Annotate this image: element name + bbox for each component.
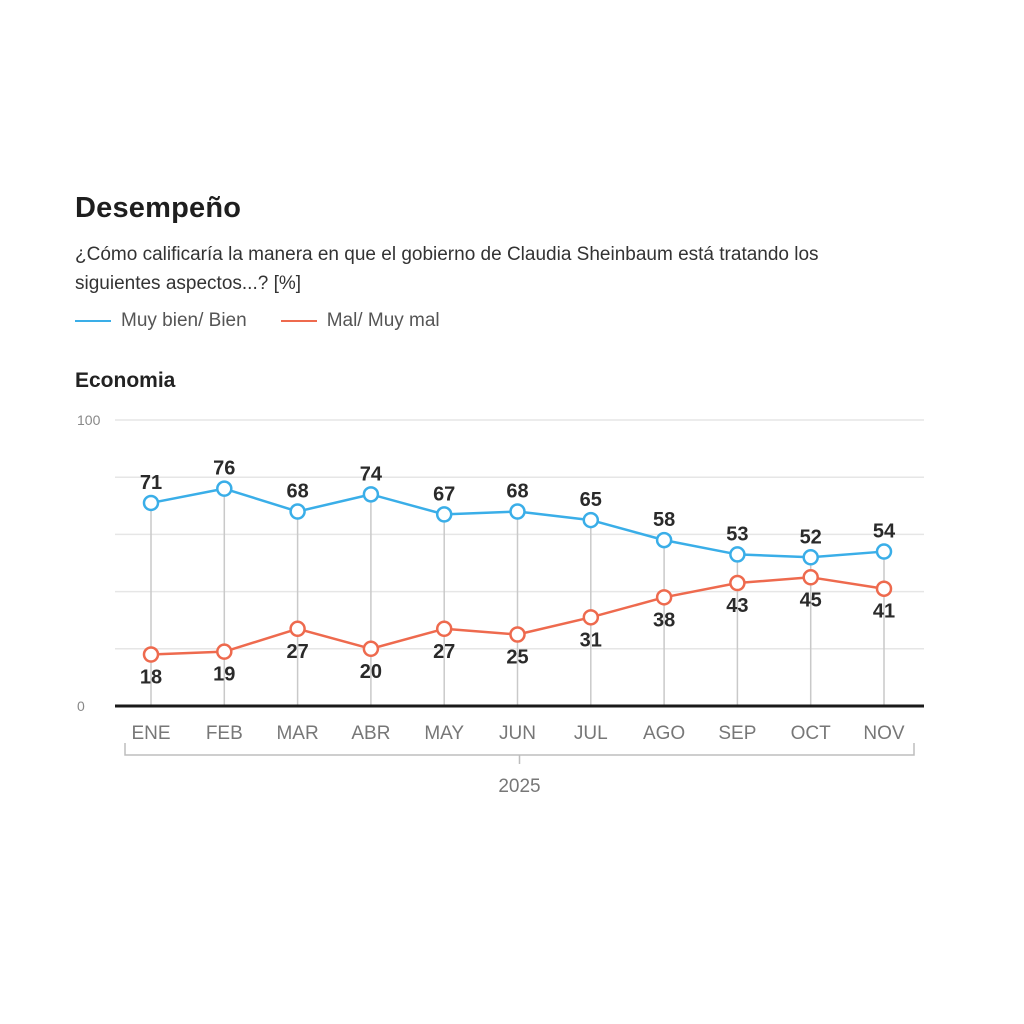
- bracket-line: [124, 743, 915, 756]
- data-point: [362, 486, 380, 503]
- data-point: [582, 609, 600, 626]
- data-point: [729, 546, 746, 563]
- data-point: [362, 640, 380, 658]
- data-label: 74: [360, 463, 383, 485]
- legend-item-muy-bien: Muy bien/ Bien: [75, 310, 247, 332]
- data-point: [582, 511, 600, 529]
- data-label: 38: [653, 609, 675, 631]
- x-tick-label: JUN: [499, 723, 536, 744]
- value-labels: 71 76 68 74 67 68 65 58 53 52 54 18 19 27 20 27 25 31 38 43…: [140, 458, 896, 689]
- x-tick-label: ENE: [131, 723, 170, 744]
- x-tick-label: ABR: [351, 723, 390, 744]
- series-group: [142, 480, 893, 663]
- data-point: [216, 643, 233, 660]
- data-point: [142, 646, 160, 663]
- data-label: 65: [580, 489, 602, 511]
- data-label: 58: [653, 509, 675, 531]
- legend-label: Muy bien/ Bien: [121, 310, 247, 331]
- data-point: [802, 549, 819, 566]
- x-axis-labels: ENE FEB MAR ABR MAY JUN JUL AGO SEP OCT NOV: [131, 723, 904, 744]
- gridlines: [115, 419, 924, 650]
- x-tick-label: AGO: [643, 723, 685, 744]
- legend: Muy bien/ Bien Mal/ Muy mal: [75, 310, 474, 332]
- data-label: 27: [286, 641, 308, 663]
- data-label: 76: [213, 458, 235, 480]
- data-label: 27: [433, 641, 455, 663]
- chart-title: Desempeño: [75, 192, 242, 224]
- data-point: [435, 506, 453, 523]
- data-label: 19: [213, 664, 235, 686]
- data-label: 41: [873, 601, 895, 623]
- data-point: [142, 494, 160, 512]
- data-point: [875, 543, 893, 560]
- x-tick-label: JUL: [574, 723, 608, 744]
- legend-swatch-blue: [75, 320, 111, 322]
- data-label: 20: [360, 661, 382, 683]
- data-label: 53: [726, 523, 748, 545]
- data-point: [509, 503, 526, 520]
- data-label: 71: [140, 472, 162, 494]
- data-label: 68: [286, 481, 308, 503]
- data-point: [875, 580, 893, 597]
- data-label: 67: [433, 483, 455, 505]
- legend-label: Mal/ Muy mal: [326, 310, 440, 331]
- data-label: 25: [506, 647, 528, 669]
- year-label: 2025: [498, 776, 540, 797]
- data-label: 31: [580, 629, 602, 651]
- x-tick-label: NOV: [863, 723, 905, 744]
- data-point: [655, 531, 673, 549]
- data-point: [802, 569, 819, 586]
- panel-title: Economia: [75, 369, 176, 392]
- data-point: [655, 589, 673, 606]
- data-label: 52: [800, 526, 822, 548]
- data-point: [289, 620, 306, 638]
- y-tick-label: 100: [77, 412, 101, 428]
- chart-subtitle: ¿Cómo calificaría la manera en que el go…: [75, 244, 819, 294]
- data-point: [216, 480, 233, 497]
- data-label: 68: [506, 481, 528, 503]
- data-point: [289, 503, 306, 520]
- x-tick-label: MAY: [424, 723, 464, 744]
- y-tick-label: 0: [77, 698, 85, 714]
- y-axis-ticks: 0 100: [77, 412, 101, 714]
- x-tick-label: MAR: [276, 723, 318, 744]
- data-label: 43: [726, 595, 748, 617]
- data-point: [435, 620, 453, 638]
- x-tick-label: SEP: [718, 723, 756, 744]
- data-point: [729, 574, 746, 592]
- data-point: [509, 626, 526, 643]
- legend-swatch-red: [280, 320, 317, 322]
- legend-item-mal: Mal/ Muy mal: [280, 310, 440, 332]
- x-tick-label: FEB: [206, 723, 243, 744]
- data-label: 18: [140, 667, 162, 689]
- data-label: 54: [873, 521, 896, 543]
- year-bracket: 2025: [124, 743, 915, 797]
- x-tick-label: OCT: [791, 723, 832, 744]
- data-label: 45: [800, 589, 822, 611]
- vertical-guides: [150, 488, 885, 706]
